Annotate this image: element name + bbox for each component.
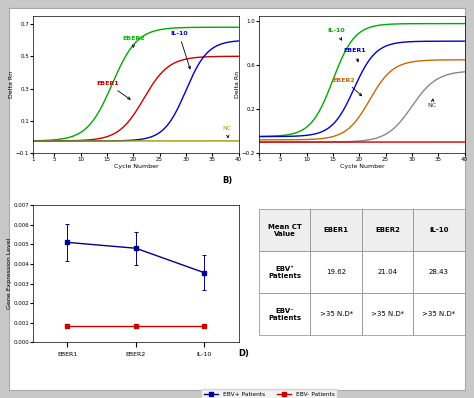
Text: NC: NC [428,99,437,108]
X-axis label: Cycle Number: Cycle Number [339,164,384,169]
Text: D): D) [238,349,249,358]
X-axis label: Cycle Number: Cycle Number [114,164,158,169]
Text: IL-10: IL-10 [170,31,191,69]
Text: EBER1: EBER1 [343,48,366,62]
Y-axis label: Delta Rn: Delta Rn [9,71,14,98]
Text: EBER2: EBER2 [333,78,362,96]
Text: IL-10: IL-10 [328,28,345,40]
Text: EBER2: EBER2 [123,36,146,47]
Y-axis label: Gene Expression Level: Gene Expression Level [7,238,12,309]
Text: NC: NC [223,127,232,138]
Text: EBER1: EBER1 [96,81,130,100]
Y-axis label: Delta Rn: Delta Rn [235,71,240,98]
Legend: EBV+ Patients, EBV- Patients: EBV+ Patients, EBV- Patients [201,389,337,398]
Text: B): B) [222,176,232,185]
